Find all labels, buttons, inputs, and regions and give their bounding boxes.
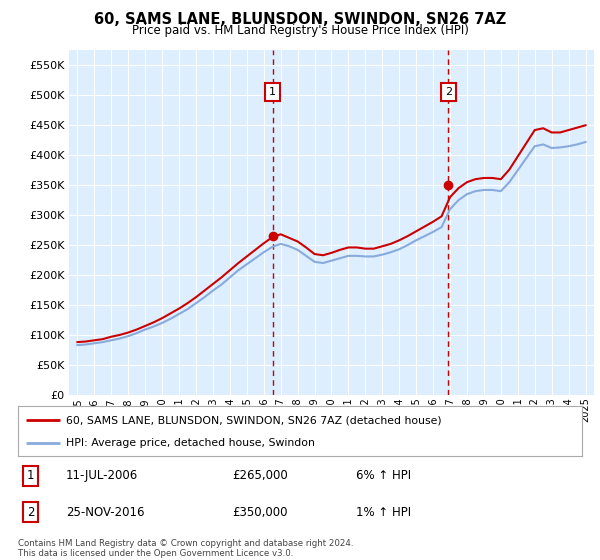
Text: HPI: Average price, detached house, Swindon: HPI: Average price, detached house, Swin… (66, 438, 315, 449)
Text: £350,000: £350,000 (232, 506, 288, 519)
Text: 1: 1 (26, 469, 34, 482)
Text: 60, SAMS LANE, BLUNSDON, SWINDON, SN26 7AZ (detached house): 60, SAMS LANE, BLUNSDON, SWINDON, SN26 7… (66, 415, 442, 425)
Text: 1: 1 (269, 87, 276, 97)
Text: 25-NOV-2016: 25-NOV-2016 (66, 506, 145, 519)
Text: 60, SAMS LANE, BLUNSDON, SWINDON, SN26 7AZ: 60, SAMS LANE, BLUNSDON, SWINDON, SN26 7… (94, 12, 506, 27)
Text: £265,000: £265,000 (232, 469, 288, 482)
Text: 2: 2 (26, 506, 34, 519)
Text: Price paid vs. HM Land Registry's House Price Index (HPI): Price paid vs. HM Land Registry's House … (131, 24, 469, 36)
Text: 11-JUL-2006: 11-JUL-2006 (66, 469, 138, 482)
Text: Contains HM Land Registry data © Crown copyright and database right 2024.
This d: Contains HM Land Registry data © Crown c… (18, 539, 353, 558)
Text: 6% ↑ HPI: 6% ↑ HPI (356, 469, 412, 482)
Text: 1% ↑ HPI: 1% ↑ HPI (356, 506, 412, 519)
Text: 2: 2 (445, 87, 452, 97)
